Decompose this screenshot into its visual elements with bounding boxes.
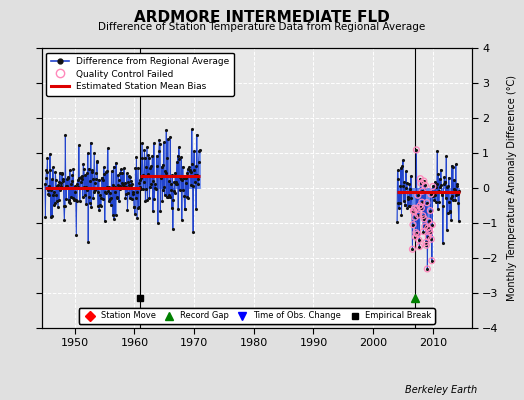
Point [421, 182, 430, 188]
Point [427, 191, 435, 197]
Text: Difference of Station Temperature Data from Regional Average: Difference of Station Temperature Data f… [99, 22, 425, 32]
Point [429, 183, 437, 190]
Point [416, 203, 424, 209]
Point [419, 228, 428, 235]
Point [413, 192, 422, 198]
Point [408, 246, 417, 252]
Point [412, 230, 420, 236]
Point [409, 207, 418, 214]
Point [425, 226, 433, 233]
Point [412, 147, 421, 153]
Point [416, 176, 424, 182]
Point [410, 208, 418, 215]
Point [423, 266, 432, 272]
Point [413, 231, 422, 237]
Text: ARDMORE INTERMEDIATE FLD: ARDMORE INTERMEDIATE FLD [134, 10, 390, 25]
Point [423, 225, 432, 231]
Point [418, 199, 426, 205]
Point [421, 223, 429, 230]
Point [422, 239, 430, 246]
Point [426, 208, 434, 214]
Point [425, 229, 434, 236]
Point [414, 212, 422, 218]
Point [413, 205, 421, 212]
Y-axis label: Monthly Temperature Anomaly Difference (°C): Monthly Temperature Anomaly Difference (… [507, 75, 517, 301]
Point [417, 205, 425, 211]
Point [409, 222, 417, 228]
Point [424, 234, 432, 240]
Point [418, 188, 427, 194]
Point [424, 218, 433, 224]
Point [427, 236, 435, 242]
Point [420, 178, 428, 184]
Point [420, 216, 429, 222]
Point [419, 212, 427, 219]
Point [428, 258, 436, 264]
Point [414, 237, 423, 243]
Text: Berkeley Earth: Berkeley Earth [405, 385, 477, 395]
Point [423, 200, 431, 206]
Point [411, 234, 420, 240]
Legend: Station Move, Record Gap, Time of Obs. Change, Empirical Break: Station Move, Record Gap, Time of Obs. C… [79, 308, 435, 324]
Point [415, 244, 423, 250]
Point [417, 180, 425, 186]
Point [411, 214, 419, 220]
Point [410, 205, 419, 211]
Point [428, 222, 436, 228]
Point [422, 242, 431, 248]
